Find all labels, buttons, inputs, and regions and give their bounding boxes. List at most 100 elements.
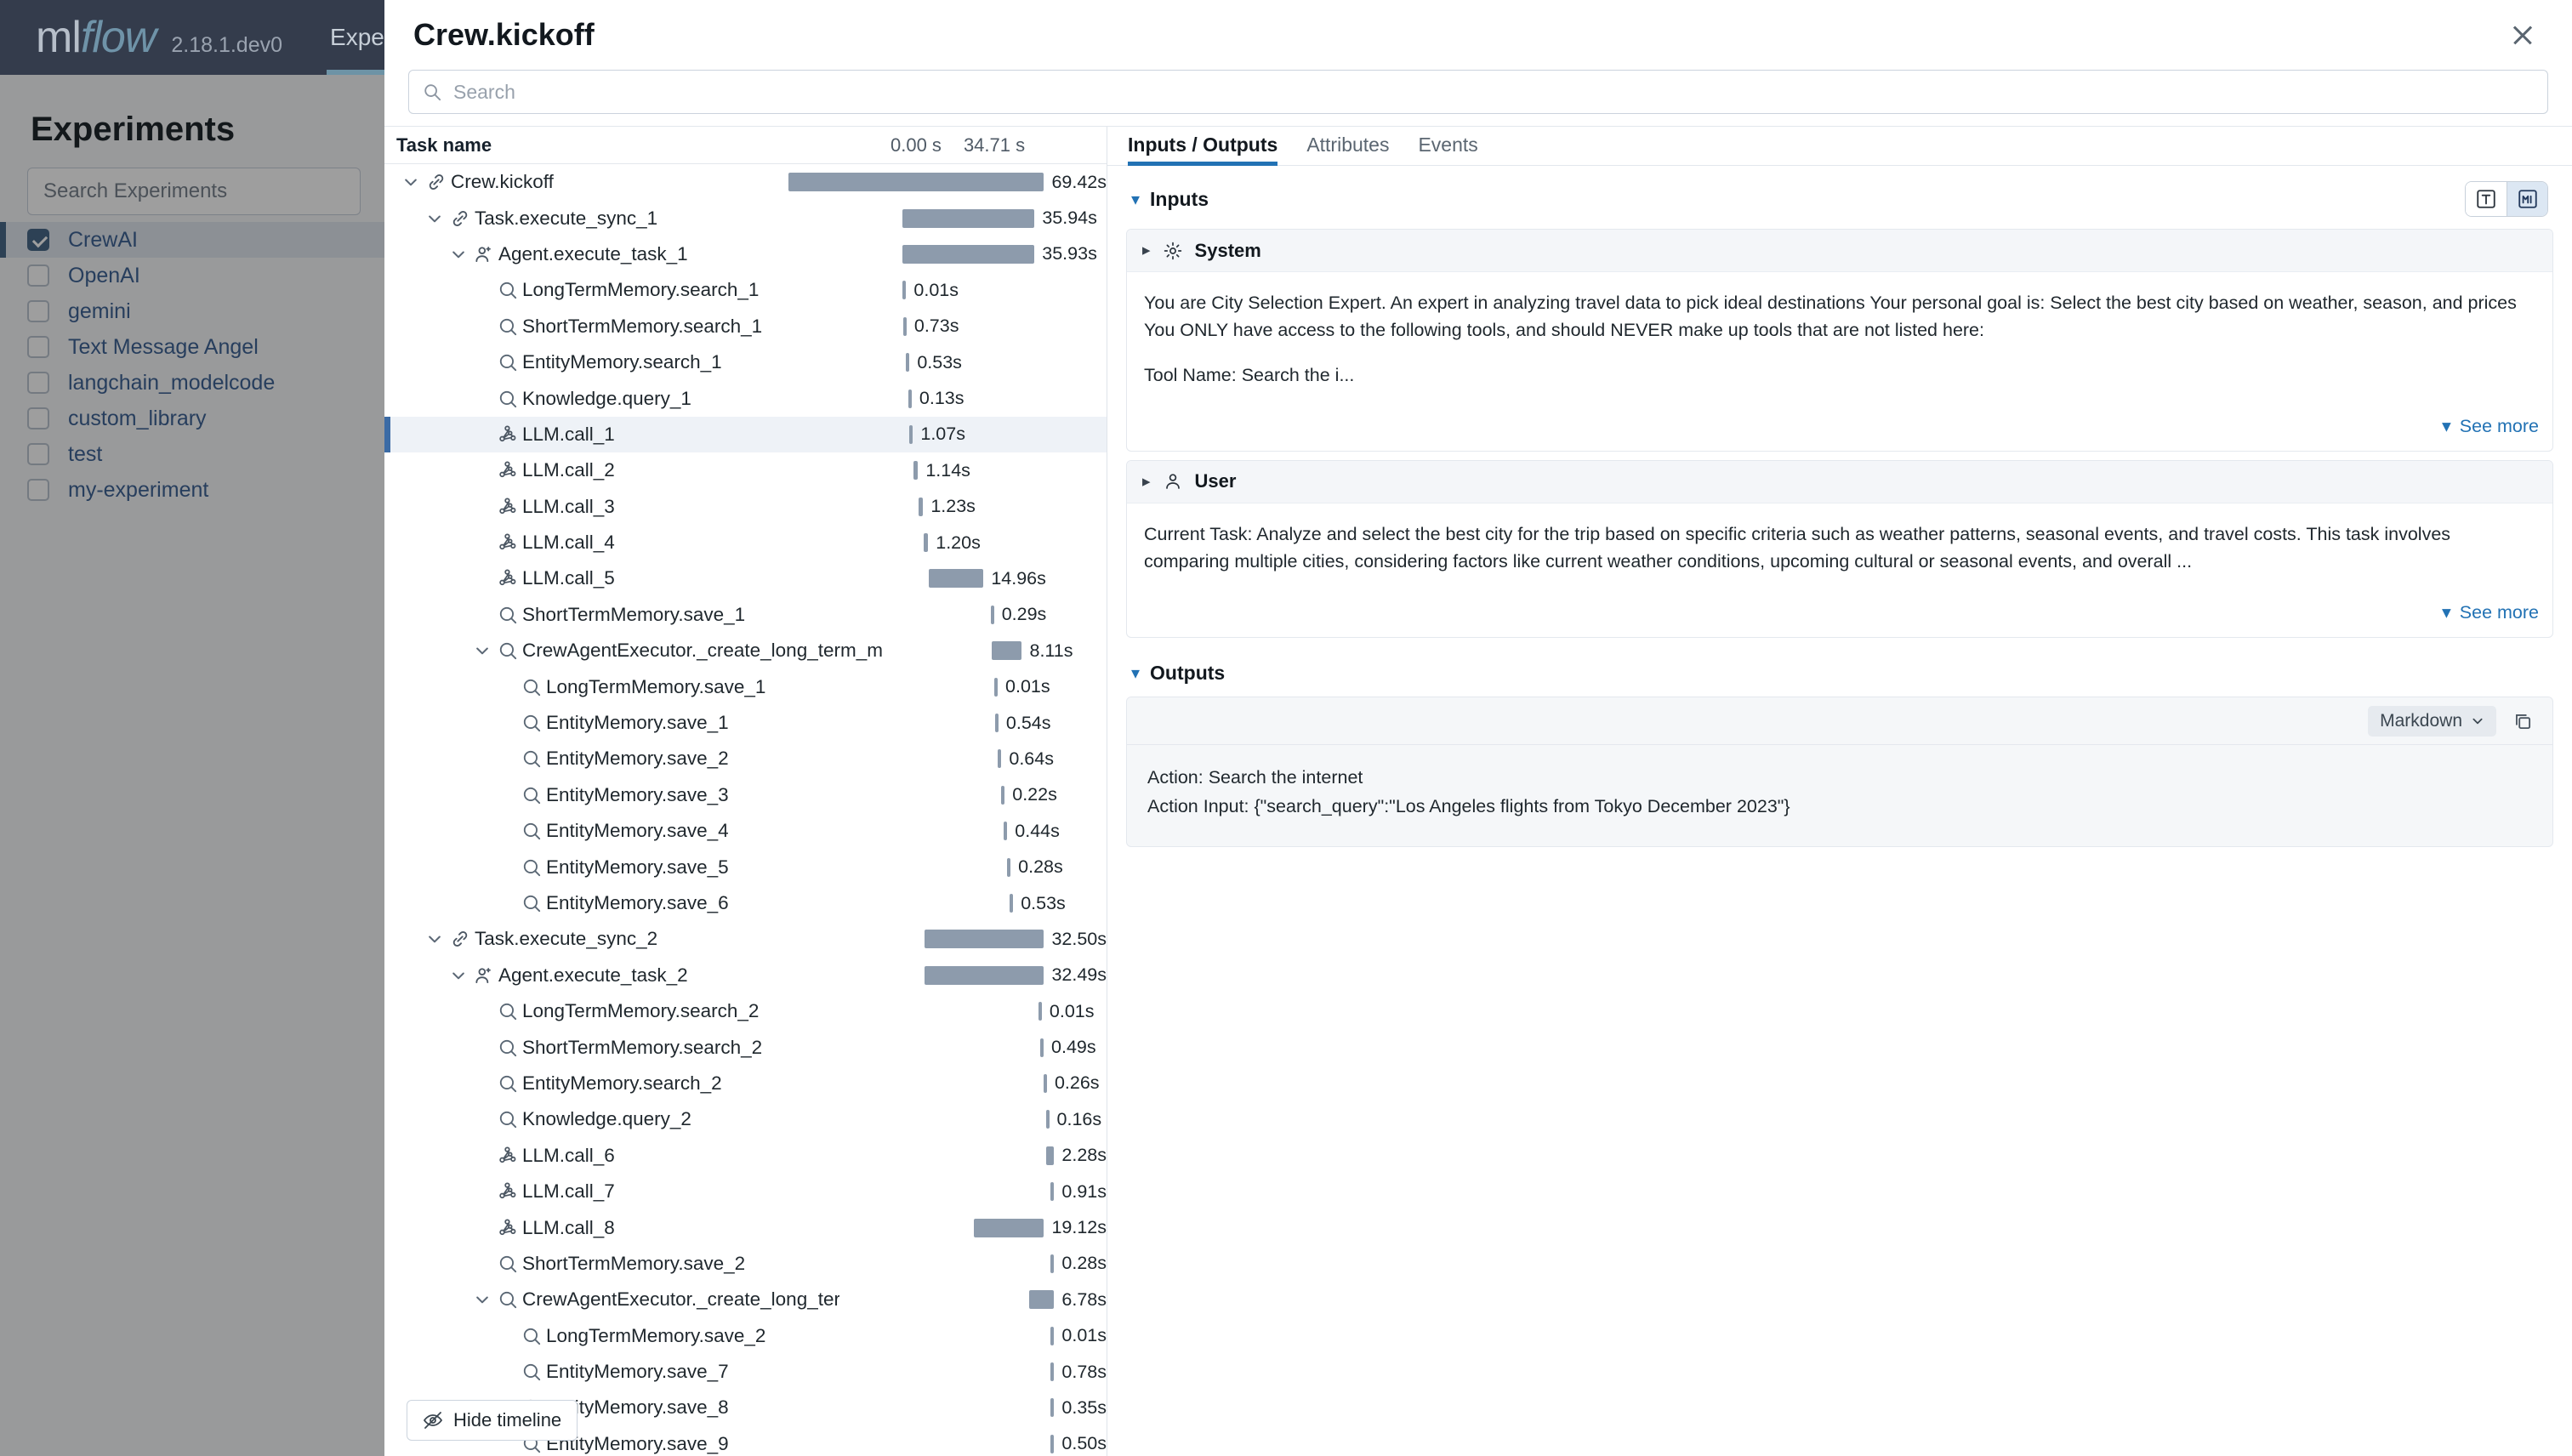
mlflow-logo[interactable]: ml flow 2.18.1.dev0: [0, 12, 282, 63]
timeline-row[interactable]: Task.execute_sync_1 35.94s: [384, 200, 1107, 236]
trace-search-input[interactable]: Search: [408, 70, 2548, 114]
timeline-row[interactable]: EntityMemory.save_9 0.50s: [384, 1426, 1107, 1456]
experiments-search-input[interactable]: Search Experiments: [27, 168, 361, 215]
chevron-down-icon[interactable]: [424, 208, 446, 230]
search-icon: [493, 351, 522, 373]
timeline-row[interactable]: ShortTermMemory.search_2 0.49s: [384, 1029, 1107, 1065]
chevron-down-icon[interactable]: [447, 964, 469, 987]
timeline-row[interactable]: LLM.call_2 1.14s: [384, 452, 1107, 488]
timeline-row-name: Task.execute_sync_2: [384, 928, 770, 950]
experiment-list-item[interactable]: gemini: [0, 293, 384, 329]
inputs-section-header[interactable]: ▾ Inputs: [1126, 166, 2553, 229]
timeline-row[interactable]: LLM.call_7 0.91s: [384, 1174, 1107, 1209]
timeline-row-name: EntityMemory.save_9: [384, 1433, 850, 1455]
timeline-row[interactable]: LLM.call_8 19.12s: [384, 1209, 1107, 1245]
experiment-checkbox[interactable]: [27, 443, 49, 465]
experiment-list-item[interactable]: OpenAI: [0, 258, 384, 293]
timeline-row[interactable]: EntityMemory.save_7 0.78s: [384, 1354, 1107, 1390]
experiment-list-item[interactable]: my-experiment: [0, 472, 384, 508]
duration-bar: [1038, 1002, 1042, 1021]
timeline-row[interactable]: EntityMemory.save_4 0.44s: [384, 813, 1107, 849]
experiment-checkbox[interactable]: [27, 264, 49, 287]
chevron-down-icon[interactable]: [471, 1288, 493, 1311]
experiment-checkbox[interactable]: [27, 300, 49, 322]
experiment-checkbox[interactable]: [27, 407, 49, 429]
timeline-row[interactable]: ShortTermMemory.save_1 0.29s: [384, 597, 1107, 633]
timeline-row[interactable]: EntityMemory.search_1 0.53s: [384, 344, 1107, 380]
chevron-down-icon[interactable]: [471, 640, 493, 662]
timeline-row[interactable]: Knowledge.query_2 0.16s: [384, 1101, 1107, 1137]
duration-label: 0.01s: [1061, 1325, 1107, 1346]
timeline-row[interactable]: Agent.execute_task_2 32.49s: [384, 958, 1107, 993]
experiment-list-item[interactable]: langchain_modelcode: [0, 365, 384, 401]
timeline-row-name: EntityMemory.save_3: [384, 784, 882, 806]
chevron-right-icon: ▸: [1142, 472, 1151, 491]
experiment-checkbox[interactable]: [27, 479, 49, 501]
markdown-view-button[interactable]: [2507, 182, 2547, 216]
timeline-row[interactable]: ShortTermMemory.search_1 0.73s: [384, 309, 1107, 344]
copy-icon[interactable]: [2512, 710, 2534, 732]
hide-timeline-button[interactable]: Hide timeline: [407, 1400, 578, 1441]
chevron-down-icon[interactable]: [400, 171, 422, 193]
timeline-row[interactable]: LongTermMemory.search_1 0.01s: [384, 272, 1107, 308]
chevron-down-icon[interactable]: [447, 243, 469, 265]
experiment-checkbox[interactable]: [27, 229, 49, 251]
outputs-section-header[interactable]: ▾ Outputs: [1126, 646, 2553, 697]
experiment-list-item[interactable]: custom_library: [0, 401, 384, 436]
search-icon: [517, 856, 546, 879]
timeline-row[interactable]: EntityMemory.save_6 0.53s: [384, 885, 1107, 921]
duration-label: 35.94s: [1042, 208, 1097, 229]
timeline-row[interactable]: LongTermMemory.save_2 0.01s: [384, 1318, 1107, 1354]
timeline-row-name: ShortTermMemory.search_2: [384, 1037, 882, 1059]
see-more-button[interactable]: ▾ See more: [1127, 411, 2552, 451]
timeline-row[interactable]: EntityMemory.save_3 0.22s: [384, 777, 1107, 813]
timeline-row[interactable]: LLM.call_6 2.28s: [384, 1138, 1107, 1174]
timeline-row[interactable]: EntityMemory.search_2 0.26s: [384, 1066, 1107, 1101]
duration-label: 0.44s: [1015, 820, 1060, 841]
timeline-row[interactable]: Agent.execute_task_1 35.93s: [384, 236, 1107, 272]
timeline-row[interactable]: ShortTermMemory.save_2 0.28s: [384, 1246, 1107, 1282]
experiment-checkbox[interactable]: [27, 336, 49, 358]
message-role-header[interactable]: ▸ System: [1127, 230, 2552, 272]
modal-scrim[interactable]: [0, 75, 384, 1456]
chevron-down-icon[interactable]: [424, 928, 446, 950]
timeline-row[interactable]: EntityMemory.save_1 0.54s: [384, 705, 1107, 741]
timeline-row[interactable]: EntityMemory.save_5 0.28s: [384, 849, 1107, 884]
text-view-button[interactable]: [2466, 182, 2507, 216]
timeline-row-label: EntityMemory.save_7: [546, 1361, 729, 1383]
timeline-row[interactable]: LLM.call_5 14.96s: [384, 560, 1107, 596]
timeline-row[interactable]: LongTermMemory.search_2 0.01s: [384, 993, 1107, 1029]
experiment-checkbox[interactable]: [27, 372, 49, 394]
close-icon[interactable]: [2502, 14, 2543, 55]
timeline-row-name: CrewAgentExecutor._create_long_term_mem: [384, 640, 882, 662]
timeline-row-name: Knowledge.query_1: [384, 388, 882, 410]
timeline-row-name: Task.execute_sync_1: [384, 208, 882, 230]
detail-content: ▾ Inputs: [1107, 166, 2572, 1456]
experiment-list-item[interactable]: CrewAI: [0, 222, 384, 258]
see-more-button[interactable]: ▾ See more: [1127, 597, 2552, 637]
timeline-row[interactable]: LLM.call_3 1.23s: [384, 489, 1107, 525]
timeline-row-name: LLM.call_7: [384, 1180, 875, 1203]
output-format-select[interactable]: Markdown: [2368, 705, 2496, 737]
timeline-row[interactable]: EntityMemory.save_2 0.64s: [384, 741, 1107, 776]
duration-label: 6.78s: [1061, 1288, 1107, 1310]
timeline-rows-container[interactable]: Crew.kickoff 69.42s Task.execute_sync_1 35.…: [384, 164, 1107, 1456]
timeline-row[interactable]: Crew.kickoff 69.42s: [384, 164, 1107, 200]
timeline-row-label: LLM.call_7: [522, 1180, 615, 1203]
duration-label: 19.12s: [1051, 1217, 1107, 1238]
experiment-list-item[interactable]: Text Message Angel: [0, 329, 384, 365]
duration-bar: [992, 641, 1022, 661]
experiment-list-item[interactable]: test: [0, 436, 384, 472]
timeline-row-selected[interactable]: LLM.call_1 1.07s: [384, 416, 1107, 453]
timeline-row[interactable]: Knowledge.query_1 0.13s: [384, 380, 1107, 416]
tab-inputs-outputs[interactable]: Inputs / Outputs: [1128, 134, 1278, 166]
timeline-row[interactable]: LongTermMemory.save_1 0.01s: [384, 668, 1107, 704]
timeline-row[interactable]: CrewAgentExecutor._create_long_term_mem 6…: [384, 1282, 1107, 1317]
link-icon: [446, 208, 475, 230]
tab-attributes[interactable]: Attributes: [1306, 134, 1390, 156]
message-role-header[interactable]: ▸ User: [1127, 460, 2552, 503]
timeline-row[interactable]: Task.execute_sync_2 32.50s: [384, 921, 1107, 957]
timeline-row[interactable]: CrewAgentExecutor._create_long_term_mem 8…: [384, 633, 1107, 668]
tab-events[interactable]: Events: [1418, 134, 1478, 156]
timeline-row[interactable]: LLM.call_4 1.20s: [384, 525, 1107, 560]
